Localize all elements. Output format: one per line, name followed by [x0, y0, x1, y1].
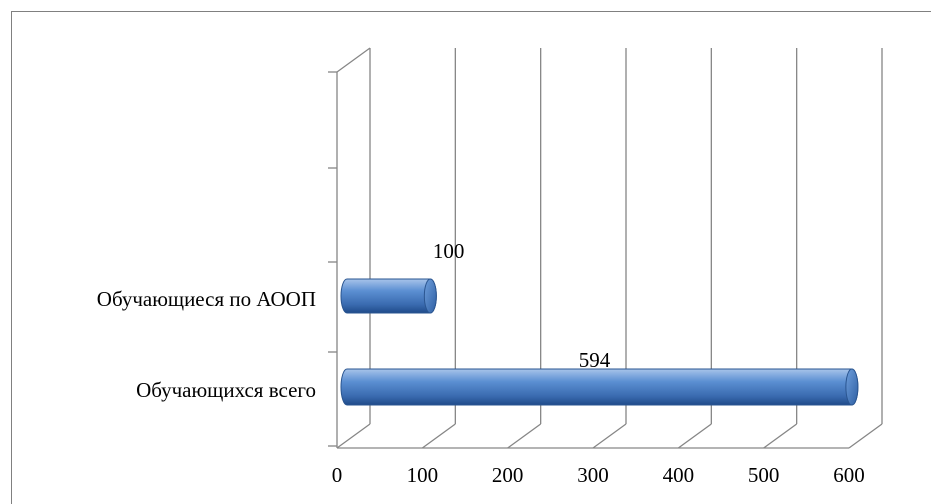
floor-depth-line-600 — [848, 423, 883, 449]
floor-depth-line-500 — [763, 423, 798, 449]
x-tick-label-400: 400 — [663, 463, 695, 487]
data-label-1: 594 — [579, 348, 611, 372]
x-tick-label-300: 300 — [577, 463, 609, 487]
category-label-1: Обучающихся всего — [136, 378, 316, 402]
x-tick-label-0: 0 — [332, 463, 343, 487]
chart-frame — [11, 11, 931, 504]
bar-cap-0 — [423, 278, 437, 314]
bar-1 — [340, 368, 859, 406]
bar-cap-1 — [845, 368, 859, 406]
x-tick-label-600: 600 — [833, 463, 865, 487]
x-tick-label-200: 200 — [492, 463, 524, 487]
x-tick-label-500: 500 — [748, 463, 780, 487]
data-label-0: 100 — [433, 239, 465, 263]
bar-0 — [340, 278, 437, 314]
floor-depth-line-200 — [507, 423, 542, 449]
x-tick-label-100: 100 — [407, 463, 439, 487]
grid-layer — [328, 47, 883, 449]
floor-depth-line-400 — [677, 423, 712, 449]
bars-layer — [340, 278, 859, 406]
floor-depth-line-300 — [592, 423, 627, 449]
floor-depth-line-0 — [336, 423, 371, 449]
side-wall-top-edge — [336, 47, 371, 73]
floor-depth-line-100 — [421, 423, 456, 449]
labels-layer: 0 100 200 300 400 500 600 Обучающиеся по АООП 10… — [97, 239, 865, 487]
category-label-0: Обучающиеся по АООП — [97, 287, 316, 311]
